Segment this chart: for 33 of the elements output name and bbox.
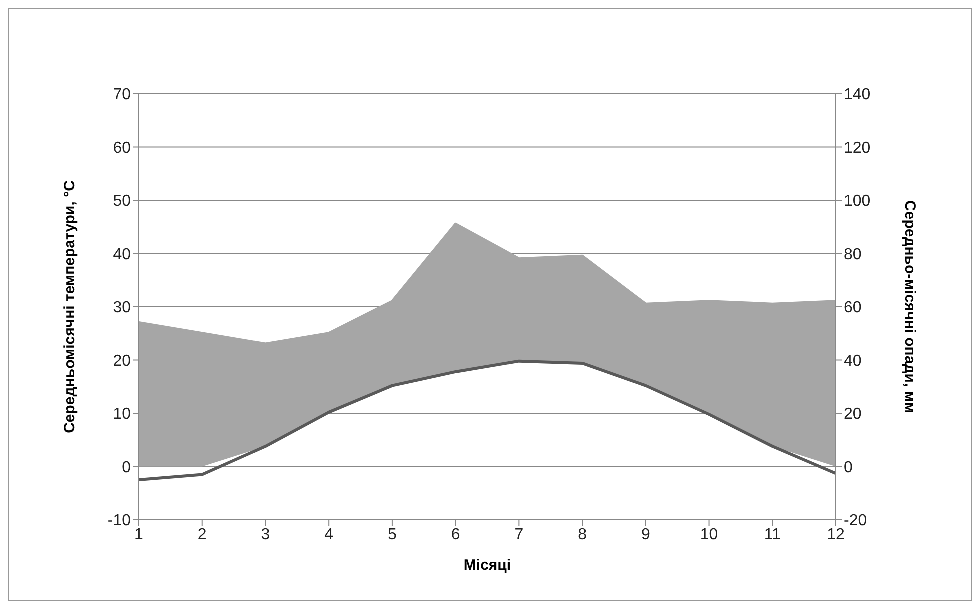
y2-tick-label: 80 [844,246,862,264]
y-axis-title: Середньомісячні температури, °C [61,180,78,434]
x-tick-label: 4 [324,526,334,544]
y2-tick-label: 140 [844,86,871,104]
y2-tick-label: -20 [844,512,868,530]
y2-axis-title: Середньо-місячні опади, мм [902,200,919,414]
y-tick-label: 50 [113,193,132,210]
x-tick-label: 10 [700,526,718,544]
x-tick-label: 3 [261,526,270,544]
y-tick-label: 20 [113,352,132,370]
y2-tick-label: 60 [844,300,862,317]
x-tick-label: 9 [641,526,650,544]
y-tick-label: 70 [113,86,132,104]
x-tick-label: 12 [827,526,845,544]
y2-tick-label: 40 [844,352,862,370]
y-tick-label: 0 [122,459,132,476]
y-tick-label: 40 [113,246,132,264]
x-tick-label: 2 [198,526,207,544]
y2-tick-label: 100 [844,193,871,210]
y2-tick-label: 120 [844,140,871,157]
y2-tick-label: 0 [844,459,853,476]
x-axis-title: Місяці [464,557,512,574]
y-tick-label: 30 [113,300,132,317]
x-tick-label: 6 [451,526,460,544]
x-tick-label: 7 [514,526,524,544]
x-tick-label: 1 [134,526,144,544]
x-tick-label: 5 [388,526,397,544]
x-tick-label: 8 [578,526,588,544]
y-tick-label: 60 [113,140,132,157]
y-tick-label: -10 [108,512,132,530]
x-tick-label: 11 [764,526,782,544]
y-tick-label: 10 [113,406,132,424]
y2-tick-label: 20 [844,406,862,424]
